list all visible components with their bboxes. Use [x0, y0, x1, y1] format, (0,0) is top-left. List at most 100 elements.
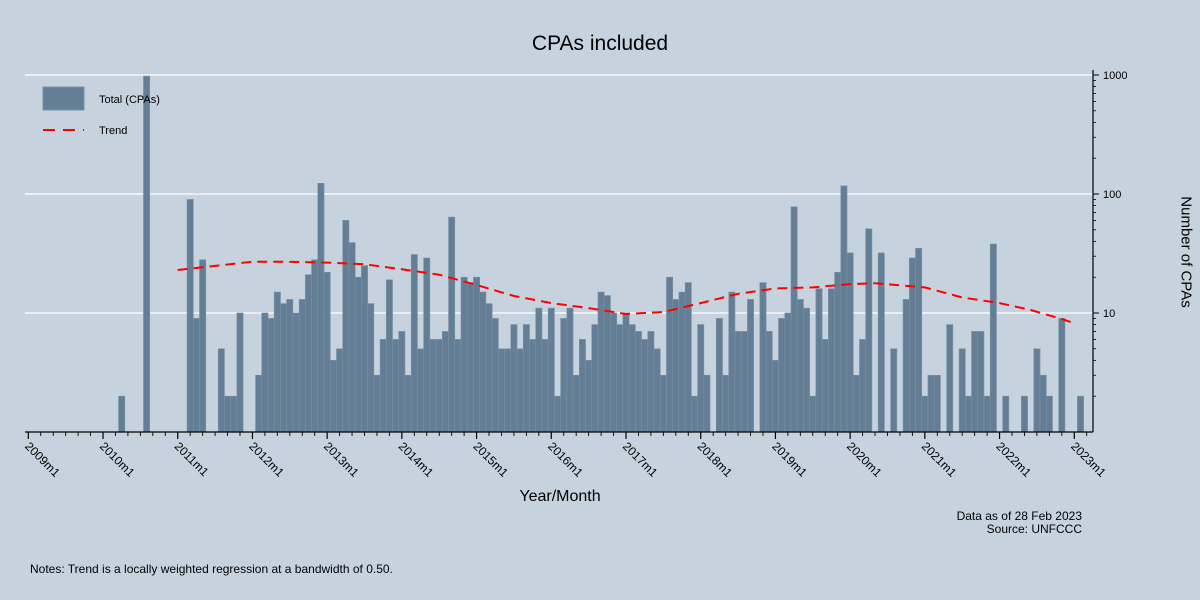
bar-2021m11	[983, 395, 991, 433]
y-tick-label: 1000	[1103, 70, 1127, 82]
bar-2019m2	[778, 318, 786, 433]
x-tick-label: 2018m1	[695, 439, 736, 480]
x-tick-label: 2012m1	[246, 439, 287, 480]
bar-2014m11	[460, 276, 468, 433]
bar-2016m4	[566, 307, 574, 433]
bar-2015m8	[516, 348, 524, 433]
bar-2014m8	[442, 331, 449, 433]
bar-2021m3	[933, 374, 941, 433]
bar-2018m11	[759, 282, 767, 433]
bar-2015m12	[541, 339, 549, 433]
x-tick-label: 2023m1	[1068, 439, 1109, 480]
bar-2012m9	[298, 299, 306, 433]
bar-2018m8	[740, 331, 748, 433]
bar-2020m4	[865, 228, 873, 433]
bar-2012m11	[311, 259, 319, 433]
x-tick-label: 2017m1	[620, 439, 661, 480]
bar-2011m10	[230, 395, 238, 433]
bar-2019m12	[840, 185, 848, 433]
x-tick-label: 2010m1	[97, 439, 138, 480]
bar-2016m7	[585, 360, 593, 433]
bar-2021m8	[965, 395, 972, 433]
bar-2016m2	[554, 395, 561, 433]
bar-2011m5	[199, 259, 207, 433]
bar-2020m12	[915, 247, 923, 433]
bar-2018m5	[722, 374, 730, 433]
bar-2019m8	[815, 288, 823, 433]
legend-label-total: Total (CPAs)	[99, 94, 160, 106]
bar-2017m12	[691, 395, 698, 433]
x-tick-label: 2015m1	[470, 439, 511, 480]
bar-2015m10	[529, 339, 537, 433]
bar-2012m4	[267, 318, 275, 433]
bar-2010m8	[143, 75, 151, 433]
bar-2021m5	[946, 324, 954, 433]
bar-2015m1	[473, 276, 480, 433]
bar-2019m11	[834, 271, 842, 433]
bar-2021m7	[958, 348, 966, 433]
bar-2013m1	[323, 271, 331, 433]
bar-2015m7	[510, 324, 518, 433]
x-tick-label: 2019m1	[769, 439, 810, 480]
bar-2020m1	[846, 252, 854, 433]
bar-2014m12	[466, 282, 474, 433]
bar-2017m8	[666, 276, 673, 433]
bar-2014m1	[398, 331, 406, 433]
bar-2017m4	[641, 339, 649, 433]
legend-bar-swatch	[42, 86, 85, 111]
bar-2018m6	[728, 291, 736, 433]
x-tick-label: 2021m1	[919, 439, 960, 480]
bar-2018m1	[697, 324, 705, 433]
bar-2012m10	[305, 274, 312, 433]
source-note: Source: UNFCCC	[986, 522, 1082, 536]
bar-2015m9	[522, 324, 530, 433]
bar-2011m8	[217, 348, 225, 433]
bar-2014m9	[448, 216, 456, 433]
bar-2019m7	[809, 395, 817, 433]
bar-2015m3	[485, 303, 493, 433]
bar-2016m3	[560, 318, 568, 433]
bar-2018m12	[765, 331, 773, 433]
bar-2021m12	[989, 243, 997, 433]
bar-2020m6	[877, 252, 885, 433]
chart-title: CPAs included	[531, 32, 669, 55]
bar-2015m4	[491, 318, 499, 433]
bar-2012m8	[292, 312, 300, 433]
bar-2014m5	[423, 257, 431, 433]
bar-2012m12	[317, 183, 325, 433]
bar-2013m11	[385, 279, 393, 433]
bar-2016m1	[547, 307, 555, 433]
x-tick-label: 2011m1	[172, 439, 212, 479]
bar-2014m7	[435, 339, 443, 433]
bar-2019m5	[796, 299, 804, 433]
bar-2022m9	[1045, 395, 1053, 433]
bar-2016m8	[591, 324, 599, 433]
bar-2015m5	[498, 348, 505, 433]
bar-2018m9	[747, 299, 754, 433]
bar-2016m12	[616, 324, 624, 433]
bar-2019m4	[790, 206, 798, 433]
bar-2018m4	[715, 318, 723, 433]
bar-2022m5	[1021, 395, 1028, 433]
data-as-of-note: Data as of 28 Feb 2023	[956, 509, 1082, 523]
bar-2022m7	[1033, 348, 1041, 433]
bar-2013m9	[373, 374, 381, 433]
bar-2015m11	[535, 307, 543, 433]
bar-2016m9	[597, 291, 605, 433]
x-tick-label: 2014m1	[396, 439, 437, 480]
bar-2012m3	[261, 312, 269, 433]
bar-2016m11	[610, 312, 617, 433]
bar-2020m3	[859, 339, 866, 433]
bar-2011m3	[186, 199, 194, 433]
bar-2013m2	[329, 360, 337, 433]
bar-2019m6	[803, 307, 810, 433]
bar-2016m10	[603, 295, 611, 433]
legend: Total (CPAs) Trend	[42, 86, 160, 137]
y-tick-label: 100	[1103, 189, 1121, 201]
bar-2013m10	[379, 339, 387, 433]
x-tick-label: 2020m1	[844, 439, 885, 480]
bar-2011m4	[192, 318, 200, 433]
bar-2020m8	[890, 348, 898, 433]
bar-2022m11	[1058, 318, 1066, 433]
